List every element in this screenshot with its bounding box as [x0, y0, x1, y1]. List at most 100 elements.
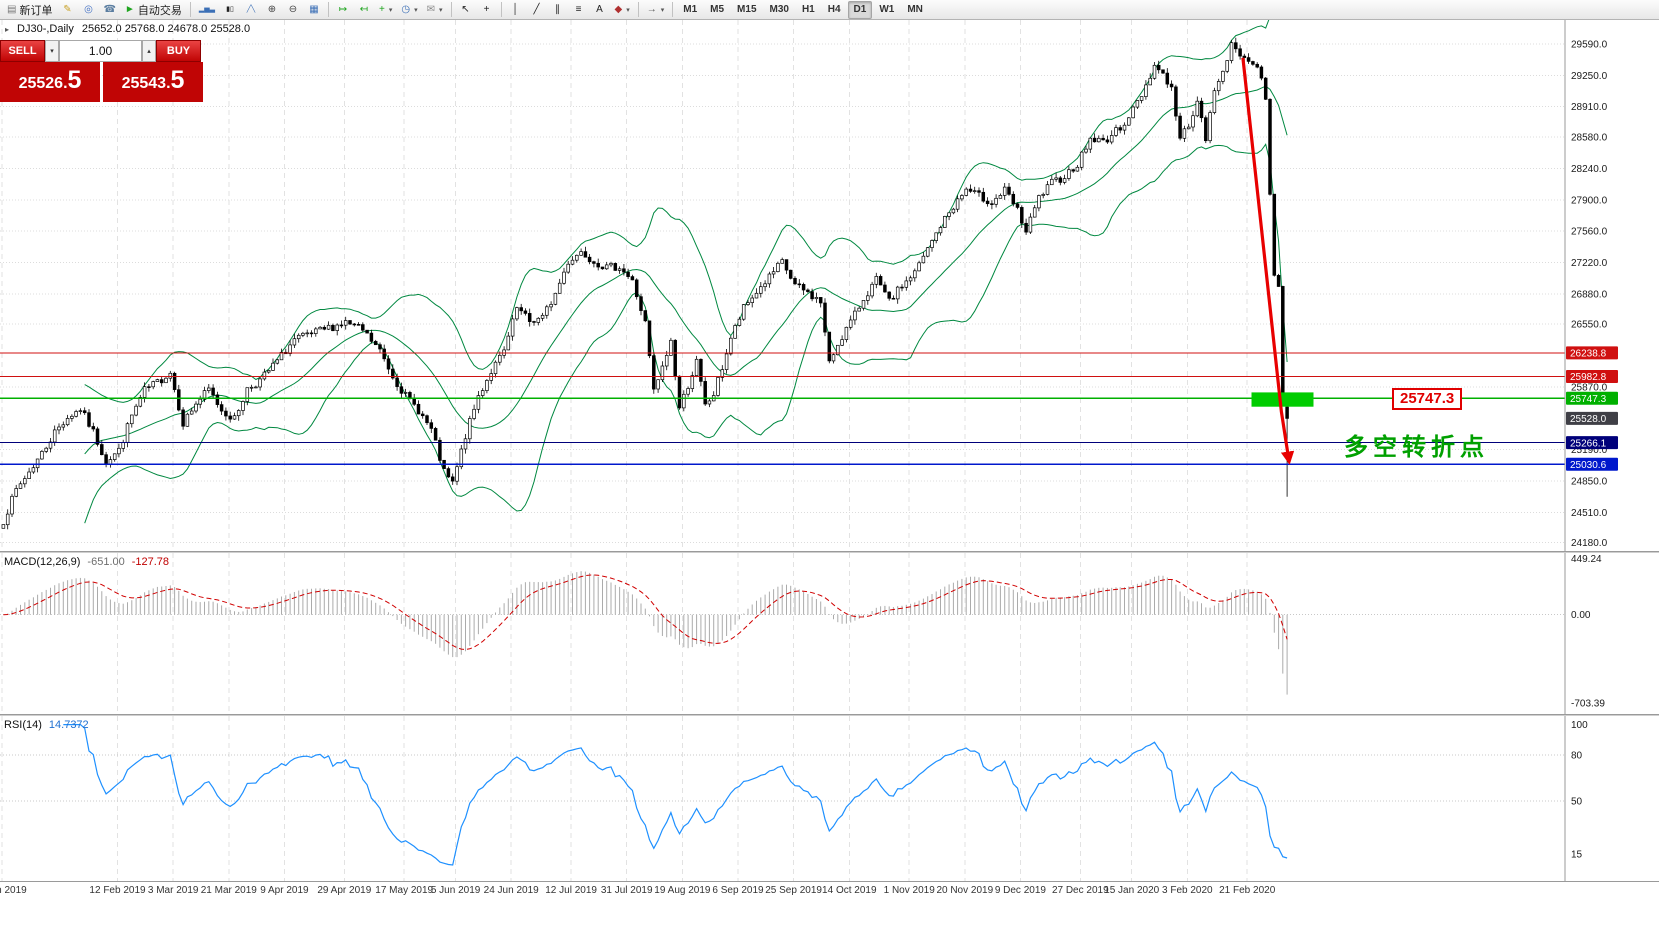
date-label: 27 Dec 2019	[1051, 885, 1109, 896]
timeframe-h1-button[interactable]: H1	[796, 1, 821, 19]
dropdown-caret-icon[interactable]: ▾	[388, 6, 393, 14]
svg-text:27560.0: 27560.0	[1571, 227, 1608, 238]
auto-scroll-icon[interactable]: ↦	[333, 1, 353, 19]
date-label: 17 May 2019	[375, 885, 434, 896]
toolbar-separator	[327, 2, 329, 17]
tile-windows-icon[interactable]: ▦	[304, 1, 324, 19]
svg-text:449.24: 449.24	[1571, 554, 1602, 565]
date-label: 3 Mar 2019	[147, 885, 199, 896]
buy-price[interactable]: 25543. 5	[103, 62, 203, 102]
auto-trading-button-label: 自动交易	[137, 4, 182, 17]
timeframe-m5-button-label: M5	[710, 4, 725, 15]
date-label: 14 Oct 2019	[822, 885, 877, 896]
editor-icon[interactable]: ✎	[57, 1, 77, 19]
market-depth-icon[interactable]: ◎	[78, 1, 98, 19]
timeframe-m15-button[interactable]: M15	[731, 1, 762, 19]
zoom-in-icon[interactable]: ⊕	[262, 1, 282, 19]
macd-panel: 449.24 0.00 -703.39 MACD(12,26,9) -651.00 …	[0, 553, 1659, 714]
templates-icon[interactable]: ✉ ▾	[423, 1, 447, 19]
timeframe-m1-button-label: M1	[683, 4, 698, 15]
sell-button[interactable]: SELL	[0, 40, 45, 62]
chart-shift-icon[interactable]: ↤	[354, 1, 374, 19]
timeframe-w1-button[interactable]: W1	[873, 1, 900, 19]
dropdown-caret-icon[interactable]: ▾	[438, 6, 443, 14]
date-label: 9 Apr 2019	[260, 885, 309, 896]
candlestick-type-icon[interactable]: ▮▯	[220, 1, 240, 19]
timeframe-m5-button[interactable]: M5	[704, 1, 730, 19]
volume-input[interactable]	[59, 40, 142, 62]
candlestick-type-icon: ▮▯	[226, 6, 234, 13]
trendline-icon[interactable]: ╱	[527, 1, 547, 19]
graphical-objects-icon: ◆	[614, 3, 623, 15]
panel-divider[interactable]	[0, 714, 1659, 716]
cursor-icon[interactable]: ↖	[456, 1, 476, 19]
timeframe-h4-button[interactable]: H4	[822, 1, 847, 19]
rsi-canvas[interactable]: 100 80 50 15	[0, 716, 1659, 881]
date-label: 21 Mar 2019	[200, 885, 257, 896]
volume-increase-button[interactable]: ▴	[142, 40, 156, 62]
bar-chart-type-icon[interactable]: ▂▅▃	[195, 1, 219, 19]
date-label: 9 Dec 2019	[994, 885, 1046, 896]
svg-text:24510.0: 24510.0	[1571, 508, 1608, 519]
dropdown-caret-icon[interactable]: ▾	[660, 6, 665, 14]
chart-shift-icon: ↤	[359, 3, 369, 15]
timeframe-d1-button[interactable]: D1	[847, 0, 873, 19]
text-label-icon: A	[596, 3, 603, 15]
mt4-window: ▤ 新订单 ✎ ◎ ☎ ► 自动交易 ▂▅▃ ▮▯ ╱╲ ⊕ ⊖ ▦ ↦ ↤ + ▾ ◷ ▾ ✉ ▾ ↖ + │ ╱ ∥ ≡ A ◆ ▾ →…	[0, 0, 1659, 899]
timeframe-m1-button[interactable]: M1	[677, 1, 703, 19]
svg-text:27220.0: 27220.0	[1571, 258, 1608, 269]
macd-canvas[interactable]: 449.24 0.00 -703.39	[0, 553, 1659, 714]
timeframe-m30-button-label: M30	[769, 4, 789, 15]
new-order-button[interactable]: ▤ 新订单	[3, 1, 56, 19]
svg-text:24180.0: 24180.0	[1571, 538, 1608, 549]
panel-divider[interactable]	[0, 551, 1659, 553]
equidistant-channel-icon[interactable]: ∥	[548, 1, 568, 19]
main-chart-canvas[interactable]: 29590.0 29250.0 28910.0 28580.0 28240.0 27900…	[0, 20, 1659, 551]
timeframe-m15-button-label: M15	[737, 4, 757, 15]
date-label: 21 Feb 2020	[1219, 885, 1276, 896]
insert-arrow-icon[interactable]: → ▾	[643, 1, 669, 19]
indicators-icon[interactable]: + ▾	[375, 1, 396, 19]
timeframe-h1-button-label: H1	[801, 4, 815, 15]
auto-trading-button[interactable]: ► 自动交易	[121, 1, 186, 19]
buy-button[interactable]: BUY	[156, 40, 201, 62]
crosshair-icon[interactable]: +	[477, 1, 497, 19]
timeframe-mn-button[interactable]: MN	[901, 1, 929, 19]
headset-icon[interactable]: ☎	[99, 1, 119, 19]
date-label: 24 Jun 2019	[483, 885, 539, 896]
date-label: 5 Jun 2019	[430, 885, 481, 896]
svg-text:25190.0: 25190.0	[1571, 445, 1608, 456]
date-label: 31 Jul 2019	[600, 885, 653, 896]
svg-text:28580.0: 28580.0	[1571, 133, 1608, 144]
graphical-objects-icon[interactable]: ◆ ▾	[611, 1, 634, 19]
sell-price[interactable]: 25526. 5	[0, 62, 100, 102]
svg-text:25266.1: 25266.1	[1570, 438, 1607, 449]
svg-text:26550.0: 26550.0	[1571, 320, 1608, 331]
svg-text:0.00: 0.00	[1571, 610, 1591, 621]
date-label: 15 Jan 2020	[1104, 885, 1160, 896]
volume-decrease-button[interactable]: ▾	[45, 40, 59, 62]
dropdown-caret-icon[interactable]: ▾	[414, 6, 418, 14]
timeframe-w1-button-label: W1	[879, 4, 895, 15]
timeframe-d1-button-label: D1	[853, 4, 867, 15]
timeframe-h4-button-label: H4	[827, 4, 841, 15]
svg-text:28240.0: 28240.0	[1571, 164, 1608, 175]
auto-scroll-icon: ↦	[338, 3, 348, 15]
date-label: 19 Aug 2019	[654, 885, 711, 896]
autotrading-play-icon: ►	[124, 3, 135, 15]
svg-text:27900.0: 27900.0	[1571, 195, 1608, 206]
line-chart-type-icon[interactable]: ╱╲	[241, 1, 261, 19]
indicators-icon: +	[378, 3, 385, 15]
svg-text:25030.6: 25030.6	[1570, 460, 1607, 471]
fibonacci-icon[interactable]: ≡	[569, 1, 589, 19]
dropdown-caret-icon[interactable]: ▾	[626, 6, 630, 14]
vertical-line-icon[interactable]: │	[506, 1, 526, 19]
date-label: 12 Feb 2019	[89, 885, 146, 896]
timeframe-m30-button[interactable]: M30	[764, 1, 795, 19]
date-label: 29 Apr 2019	[317, 885, 372, 896]
periods-icon[interactable]: ◷ ▾	[397, 1, 421, 19]
date-label: 20 Nov 2019	[936, 885, 994, 896]
zoom-out-icon[interactable]: ⊖	[283, 1, 303, 19]
text-label-icon[interactable]: A	[590, 1, 610, 19]
